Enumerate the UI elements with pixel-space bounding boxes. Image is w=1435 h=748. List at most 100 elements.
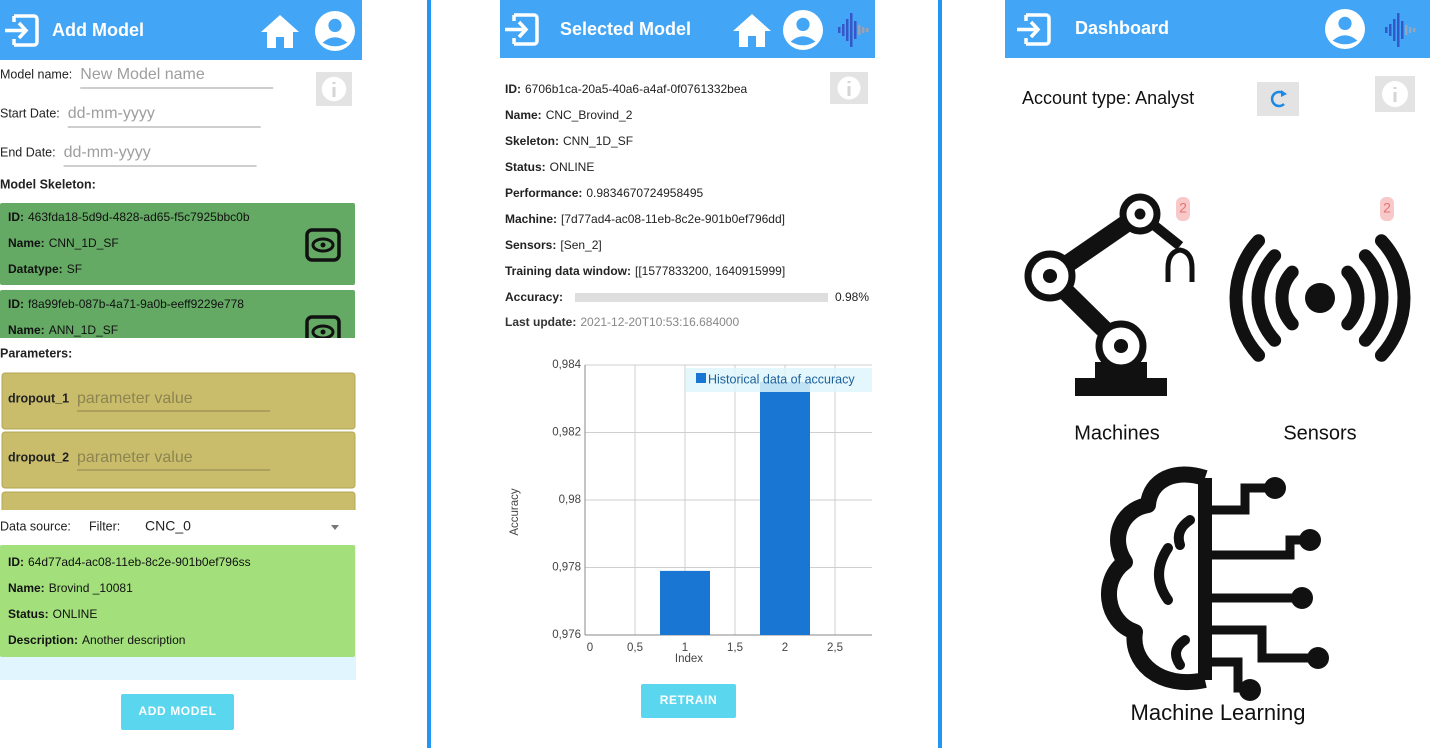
wave-bar	[1401, 21, 1404, 39]
brain-fold	[1154, 515, 1195, 670]
detail-line-value: [7d77ad4-ac08-11eb-8c2e-901b0ef796dd]	[561, 212, 785, 226]
home-icon[interactable]	[261, 15, 299, 48]
skeleton-line-value: SF	[67, 262, 82, 276]
retrain-button[interactable]	[641, 684, 736, 718]
eye-icon	[305, 315, 341, 338]
button-label: ADD MODEL	[138, 704, 216, 718]
legend-swatch	[696, 373, 706, 383]
source-line-value: Another description	[82, 633, 185, 647]
refresh-arrow	[1281, 90, 1287, 97]
robot-base	[1075, 378, 1167, 396]
circuit-node	[1264, 477, 1286, 499]
x-tick-label: 2,5	[827, 642, 843, 654]
eye-dot	[320, 242, 326, 248]
legend-bg	[686, 368, 872, 392]
source-line-value: 64d77ad4-ac08-11eb-8c2e-901b0ef796ss	[28, 555, 251, 569]
x-tick-label: 1	[682, 642, 688, 654]
sensors-icon[interactable]	[1229, 234, 1411, 362]
wave-bar	[838, 27, 841, 33]
item-label: Sensors	[1283, 422, 1356, 444]
panel-bg	[0, 512, 362, 542]
detail-line-key: ID:	[505, 82, 521, 96]
y-axis-label: Accuracy	[509, 488, 521, 536]
skeleton-card[interactable]: ID: f8a99feb-087b-4a71-9a0b-eeff9229e778 N…	[0, 290, 355, 372]
wave-bar	[862, 27, 865, 33]
wave-bar	[1413, 28, 1416, 32]
wave-bar	[1389, 24, 1392, 36]
parameter-card	[1, 372, 356, 430]
logout-icon[interactable]	[1017, 13, 1051, 46]
skeleton-line-key: Name:	[8, 323, 45, 337]
x-axis-label: Index	[675, 653, 703, 665]
item-label: Machines	[1074, 422, 1160, 444]
bar	[660, 570, 710, 635]
detail-line-value: ONLINE	[550, 160, 595, 174]
machine-learning-icon[interactable]	[1101, 466, 1329, 701]
field-label: Model name:	[0, 67, 72, 81]
card-bg	[0, 290, 355, 338]
machines-icon[interactable]	[1024, 193, 1195, 396]
sensor-core	[1305, 283, 1335, 313]
parameter-name: dropout_2	[8, 450, 69, 464]
profile-body	[322, 37, 348, 47]
skeleton-line-value: f8a99feb-087b-4a71-9a0b-eeff9229e778	[28, 297, 244, 311]
refresh-button[interactable]	[1257, 82, 1299, 116]
home-icon[interactable]	[733, 14, 771, 47]
robot-joint-core	[1134, 208, 1146, 220]
wave-bar	[842, 24, 845, 36]
skeleton-line-value: ANN_1D_SF	[49, 323, 118, 337]
card-bg	[0, 203, 355, 285]
detail-line-value: 2021-12-20T10:53:16.684000	[580, 315, 739, 329]
wave-bar	[850, 13, 853, 47]
skeleton-line-value: 463fda18-5d9d-4828-ad65-f5c7925bbc0b	[28, 210, 250, 224]
wave-bar	[866, 28, 869, 32]
eye-pupil	[311, 324, 335, 338]
logout-icon[interactable]	[505, 13, 539, 46]
detail-line-key: Skeleton:	[505, 134, 559, 148]
app-bar	[1005, 0, 1430, 58]
x-tick-label: 2	[782, 642, 788, 654]
badge-count: 2	[1179, 200, 1187, 216]
robot-joint-core	[1042, 268, 1058, 284]
sensor-wave	[1275, 265, 1365, 331]
divider	[938, 0, 942, 748]
app-bar	[0, 0, 362, 60]
detail-line-key: Training data window:	[505, 264, 631, 278]
wave-bar	[846, 19, 849, 41]
button-label: RETRAIN	[660, 693, 718, 707]
skeleton-line-key: ID:	[8, 210, 24, 224]
filter-value: CNC_0	[145, 518, 191, 534]
parameter-placeholder: parameter value	[77, 390, 193, 407]
account-type: Account type: Analyst	[1022, 88, 1194, 108]
divider	[427, 0, 431, 748]
badge	[1176, 197, 1190, 221]
field-placeholder: dd-mm-yyyy	[64, 144, 151, 161]
detail-line-key: Machine:	[505, 212, 557, 226]
detail-line-key: Name:	[505, 108, 542, 122]
skeleton-line-key: Name:	[8, 236, 45, 250]
source-card[interactable]	[0, 545, 355, 657]
profile-head	[796, 17, 810, 31]
dropdown-arrow[interactable]	[331, 525, 339, 530]
source-line-key: ID:	[8, 555, 24, 569]
robot-gripper	[1165, 247, 1195, 282]
source-line-key: Description:	[8, 633, 78, 647]
item-label: Machine Learning	[1131, 700, 1306, 725]
circuit-node	[1291, 587, 1313, 609]
skeleton-card[interactable]: ID: 463fda18-5d9d-4828-ad65-f5c7925bbc0b N…	[0, 203, 355, 285]
source-line-value: Brovind _10081	[49, 581, 133, 595]
skeleton-line-value: CNN_1D_SF	[49, 236, 119, 250]
y-tick-label: 0,982	[552, 427, 581, 439]
add-model-button[interactable]	[121, 694, 234, 730]
screen-title: Selected Model	[560, 19, 691, 39]
sensor-wave	[1229, 234, 1411, 362]
wave-bar	[1405, 25, 1408, 35]
sensor-wave	[1251, 249, 1389, 347]
detail-key: Accuracy:	[505, 290, 563, 304]
field-label: Start Date:	[0, 106, 60, 120]
x-tick-label: 0,5	[627, 642, 643, 654]
logout-icon[interactable]	[5, 14, 39, 47]
section-label: Parameters:	[0, 346, 72, 360]
circuit-node	[1239, 679, 1261, 701]
